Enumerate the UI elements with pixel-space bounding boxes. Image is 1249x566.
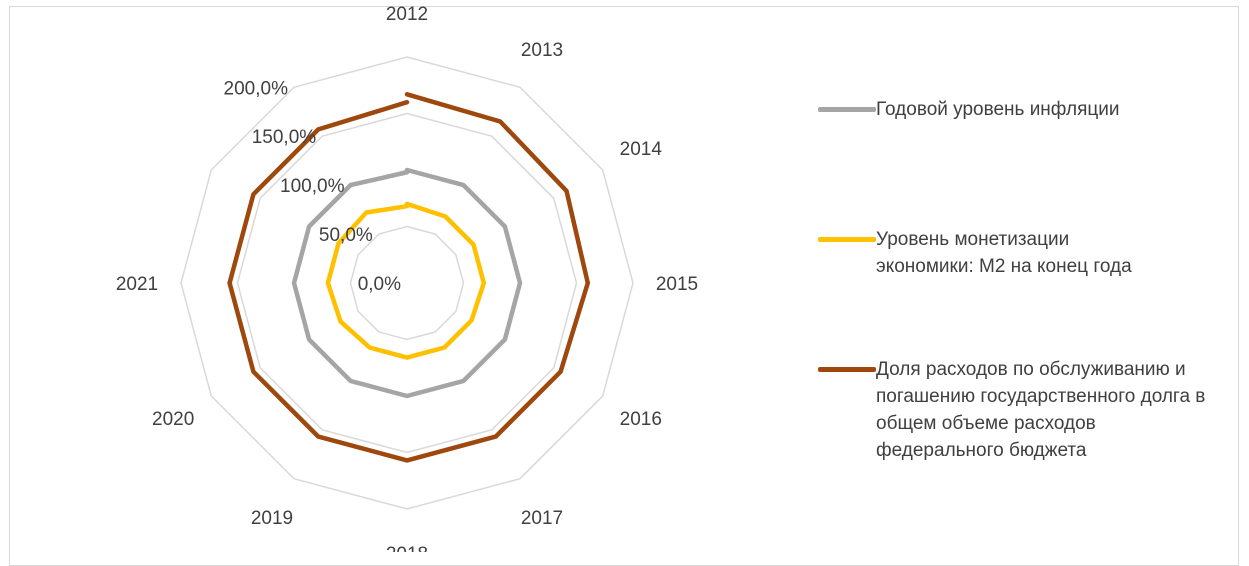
tick-label-50: 50,0%	[319, 225, 373, 246]
category-label-2016: 2016	[620, 409, 662, 430]
series-line-debt-service	[227, 92, 591, 463]
grid-ring-50	[349, 225, 465, 341]
legend-swatch-inflation	[818, 107, 876, 112]
legend-item-inflation[interactable]: Годовой уровень инфляции	[818, 96, 1238, 126]
grid-ring-200	[180, 56, 634, 510]
tick-label-100: 100,0%	[280, 176, 345, 197]
grid-layer	[180, 56, 634, 510]
category-label-2019: 2019	[251, 508, 293, 529]
legend-label-debt-service: Доля расходов по обслуживанию и погашени…	[876, 359, 1206, 461]
category-label-2020: 2020	[152, 409, 194, 430]
category-label-2018: 2018	[386, 544, 428, 552]
legend-label-inflation: Годовой уровень инфляции	[876, 99, 1120, 120]
radial-tick-labels: 0,0% 50,0% 100,0% 150,0% 200,0%	[224, 78, 402, 295]
category-label-2014: 2014	[620, 139, 663, 160]
legend-swatch-monetization	[818, 237, 876, 242]
series-line-monetization	[325, 201, 487, 360]
radar-chart: 2012 2013 2014 2015 2016 2017 2018 2019 2020 2021…	[116, 4, 698, 552]
grid-ring-150	[236, 112, 578, 454]
legend-swatch-debt-service	[818, 367, 876, 372]
category-label-2013: 2013	[521, 40, 563, 61]
legend-label-monetization: Уровень монетизации экономики: M2 на кон…	[876, 229, 1132, 277]
legend-item-debt-service[interactable]: Доля расходов по обслуживанию и погашени…	[818, 356, 1238, 466]
series-line-inflation	[291, 167, 523, 399]
series-layer	[227, 92, 591, 463]
category-label-2021: 2021	[116, 274, 158, 295]
tick-label-0: 0,0%	[358, 274, 401, 295]
category-label-2015: 2015	[656, 274, 698, 295]
tick-label-200: 200,0%	[224, 78, 289, 99]
category-label-2012: 2012	[386, 4, 428, 25]
category-labels: 2012 2013 2014 2015 2016 2017 2018 2019 2020 2021	[116, 4, 698, 552]
legend-item-monetization[interactable]: Уровень монетизации экономики: M2 на кон…	[818, 226, 1238, 286]
category-label-2017: 2017	[521, 508, 563, 529]
tick-label-150: 150,0%	[252, 127, 317, 148]
